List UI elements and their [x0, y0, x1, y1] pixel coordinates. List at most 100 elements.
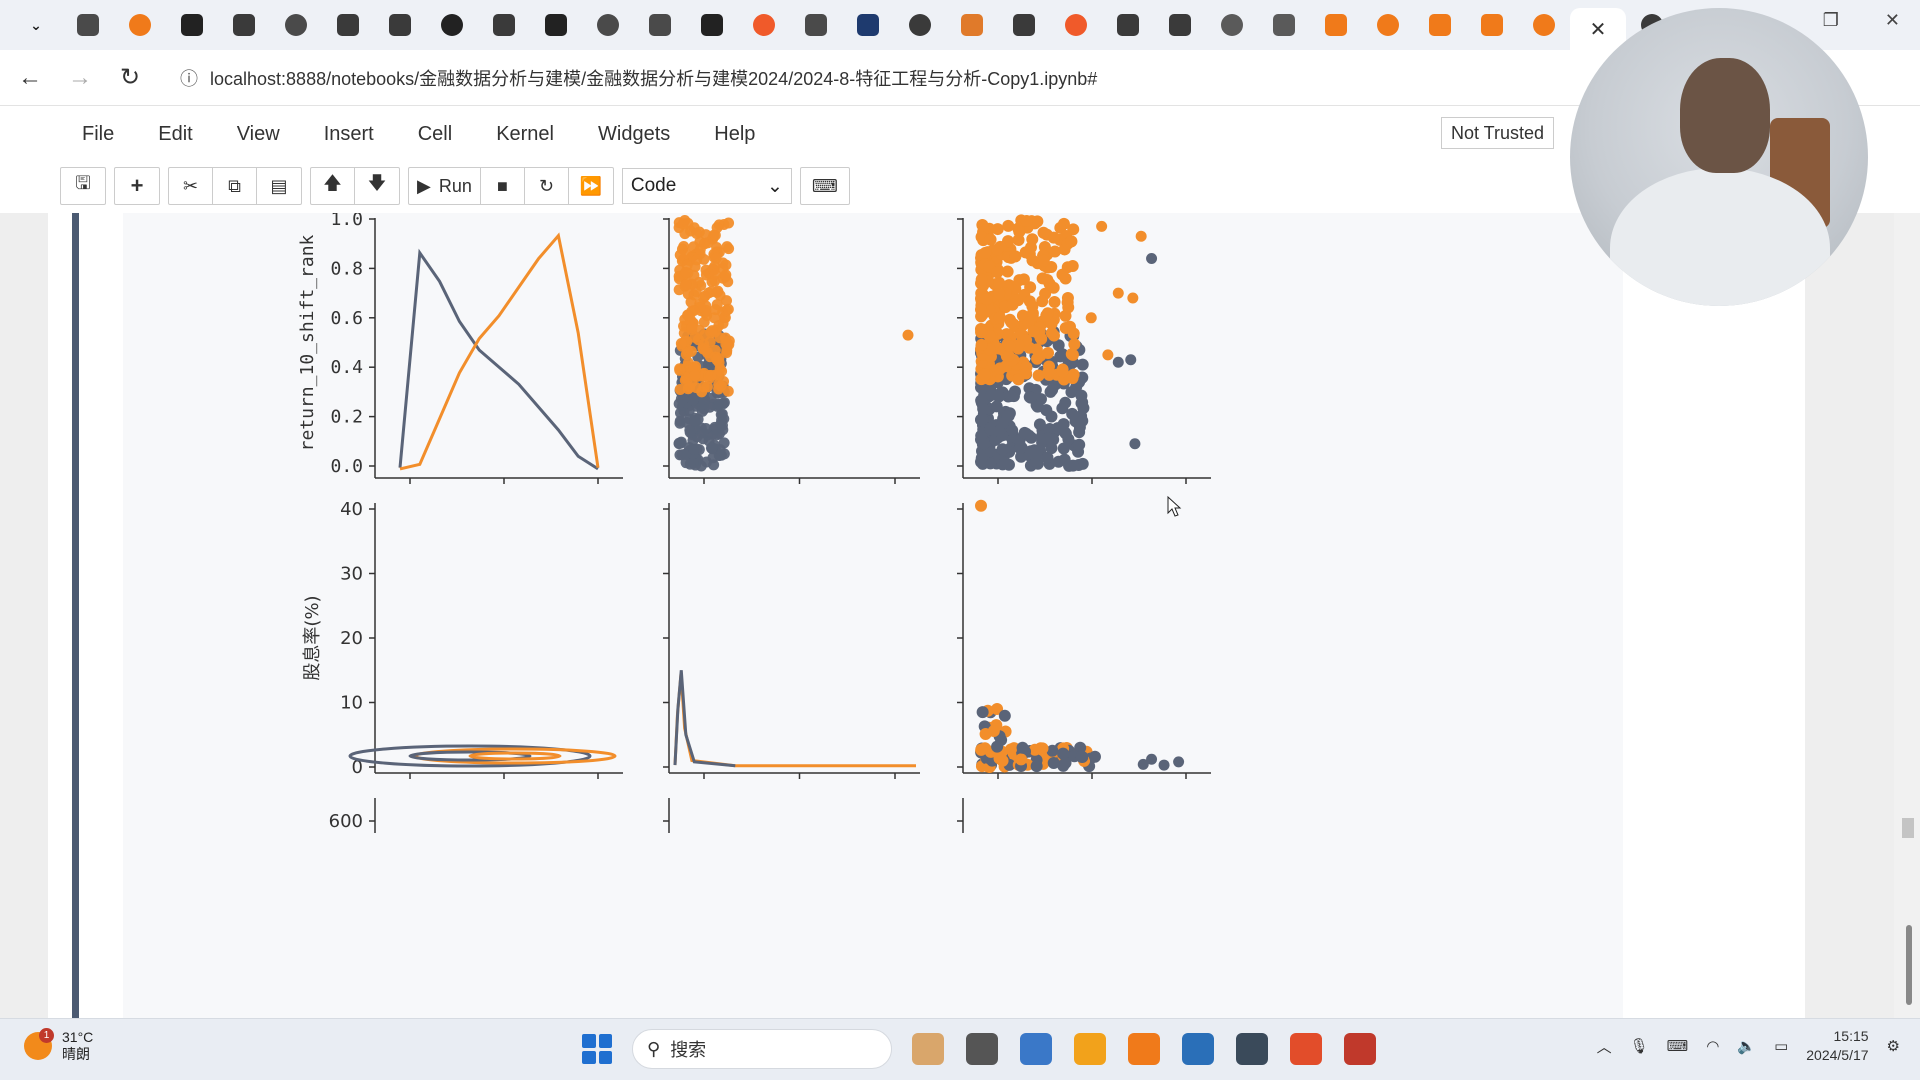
tab-favicon[interactable]: [790, 0, 842, 50]
taskbar-app-icon[interactable]: [1182, 1033, 1214, 1065]
volume-icon[interactable]: 🔈: [1737, 1038, 1757, 1055]
command-palette-button[interactable]: ⌨: [801, 168, 849, 204]
taskbar-app-icon[interactable]: [1236, 1033, 1268, 1065]
active-tab[interactable]: ✕: [1570, 8, 1626, 50]
menu-help[interactable]: Help: [714, 122, 756, 145]
cut-button[interactable]: ✂: [169, 168, 213, 204]
tab-favicon[interactable]: [894, 0, 946, 50]
taskbar-app-icon[interactable]: [912, 1033, 944, 1065]
back-arrow-icon[interactable]: ←: [18, 63, 42, 91]
scatter-point: [697, 427, 709, 439]
taskbar-app-icon[interactable]: [1290, 1033, 1322, 1065]
menu-view[interactable]: View: [236, 122, 280, 145]
taskbar-app-icon[interactable]: [966, 1033, 998, 1065]
tab-favicon[interactable]: [322, 0, 374, 50]
tab-favicon[interactable]: [114, 0, 166, 50]
tab-favicon[interactable]: [582, 0, 634, 50]
scatter-point: [1006, 298, 1019, 311]
move-down-button[interactable]: 🡇: [355, 168, 399, 204]
scatter-point: [993, 363, 1006, 376]
weather-widget[interactable]: 1 31°C 晴朗: [24, 1028, 93, 1063]
output-cell[interactable]: 0.0 0.2 0.4 0.6 0.8 1.0 0 10 20 30 40 600 return_10_…: [48, 209, 1805, 1018]
kde-contour: [468, 751, 562, 761]
scrollbar-thumb[interactable]: [1906, 925, 1912, 1005]
y-tick-label: 1.0: [330, 213, 363, 230]
wifi-icon[interactable]: ◠: [1706, 1038, 1720, 1055]
input-method-icon[interactable]: ⌨: [1666, 1038, 1689, 1055]
url-field[interactable]: ⓘ localhost:8888/notebooks/金融数据分析与建模/金融数…: [166, 57, 1866, 98]
interrupt-button[interactable]: ■: [481, 168, 525, 204]
reload-icon[interactable]: ↻: [119, 64, 141, 91]
tab-favicon[interactable]: [686, 0, 738, 50]
scatter-point: [1027, 325, 1040, 338]
notification-icon[interactable]: ⚙: [1886, 1038, 1900, 1055]
menu-file[interactable]: File: [82, 122, 115, 145]
tab-favicon[interactable]: [946, 0, 998, 50]
microphone-icon[interactable]: 🎙: [1629, 1038, 1649, 1055]
tab-favicon[interactable]: [530, 0, 582, 50]
scatter-point: [1052, 455, 1065, 468]
tab-close-icon[interactable]: ✕: [1589, 18, 1607, 41]
tab-favicon[interactable]: [1154, 0, 1206, 50]
scatter-point: [1056, 402, 1069, 415]
taskbar-app-icon[interactable]: [1128, 1033, 1160, 1065]
run-button[interactable]: ▶ Run: [409, 168, 481, 204]
page-scrollbar[interactable]: [1894, 213, 1920, 1018]
menu-insert[interactable]: Insert: [323, 122, 374, 145]
tab-favicon[interactable]: [478, 0, 530, 50]
scatter-point: [1037, 226, 1050, 239]
tab-favicon[interactable]: [998, 0, 1050, 50]
taskbar-search[interactable]: ⚲ 搜索: [632, 1029, 892, 1069]
tab-favicon[interactable]: [1466, 0, 1518, 50]
tab-favicon[interactable]: [1258, 0, 1310, 50]
scatter-point: [1059, 309, 1072, 322]
restore-icon[interactable]: ❐: [1822, 10, 1839, 30]
save-button[interactable]: 🖫: [61, 168, 105, 204]
tab-favicon[interactable]: [426, 0, 478, 50]
start-button[interactable]: [582, 1034, 612, 1064]
taskbar-app-icon[interactable]: [1344, 1033, 1376, 1065]
chevron-up-icon[interactable]: ︿: [1596, 1038, 1612, 1056]
close-window-icon[interactable]: ✕: [1884, 10, 1900, 30]
tab-favicon[interactable]: [374, 0, 426, 50]
site-info-icon[interactable]: ⓘ: [180, 68, 198, 89]
move-up-button[interactable]: 🡅: [311, 168, 355, 204]
tab-favicon[interactable]: [1362, 0, 1414, 50]
tab-favicon[interactable]: [218, 0, 270, 50]
tab-favicon[interactable]: [1206, 0, 1258, 50]
tab-favicon[interactable]: [634, 0, 686, 50]
scatter-point: [1036, 742, 1049, 755]
tab-favicon[interactable]: [842, 0, 894, 50]
forward-arrow-icon[interactable]: →: [68, 63, 92, 91]
tab-favicon[interactable]: [270, 0, 322, 50]
insert-cell-button[interactable]: +: [115, 168, 159, 204]
url-text[interactable]: localhost:8888/notebooks/金融数据分析与建模/金融数据分…: [210, 68, 1098, 89]
tab-list-dropdown[interactable]: ⌄: [30, 16, 42, 33]
tab-favicon[interactable]: [62, 0, 114, 50]
taskbar-app-icon[interactable]: [1074, 1033, 1106, 1065]
tab-favicon[interactable]: [1414, 0, 1466, 50]
menu-widgets[interactable]: Widgets: [598, 122, 671, 145]
scrollbar-marker[interactable]: [1902, 818, 1914, 838]
copy-button[interactable]: ⧉: [213, 168, 257, 204]
cell-type-select[interactable]: Code ⌄: [621, 168, 792, 204]
scatter-point: [1059, 756, 1072, 769]
restart-button[interactable]: ↻: [525, 168, 569, 204]
restart-run-all-button[interactable]: ⏩: [569, 168, 613, 204]
menu-cell[interactable]: Cell: [417, 122, 453, 145]
clock[interactable]: 15:15 2024/5/17: [1806, 1027, 1868, 1065]
paste-button[interactable]: ▤: [257, 168, 301, 204]
scatter-point: [684, 381, 696, 393]
trust-indicator[interactable]: Not Trusted: [1441, 117, 1555, 149]
tab-favicon[interactable]: [738, 0, 790, 50]
taskbar-app-icon[interactable]: [1020, 1033, 1052, 1065]
tab-favicon[interactable]: [166, 0, 218, 50]
battery-icon[interactable]: ▭: [1774, 1038, 1789, 1055]
tab-favicon[interactable]: [1102, 0, 1154, 50]
menu-kernel[interactable]: Kernel: [496, 122, 554, 145]
tab-favicon[interactable]: [1518, 0, 1570, 50]
menu-edit[interactable]: Edit: [158, 122, 193, 145]
tab-favicon[interactable]: [1050, 0, 1102, 50]
scatter-point: [682, 217, 694, 229]
tab-favicon[interactable]: [1310, 0, 1362, 50]
